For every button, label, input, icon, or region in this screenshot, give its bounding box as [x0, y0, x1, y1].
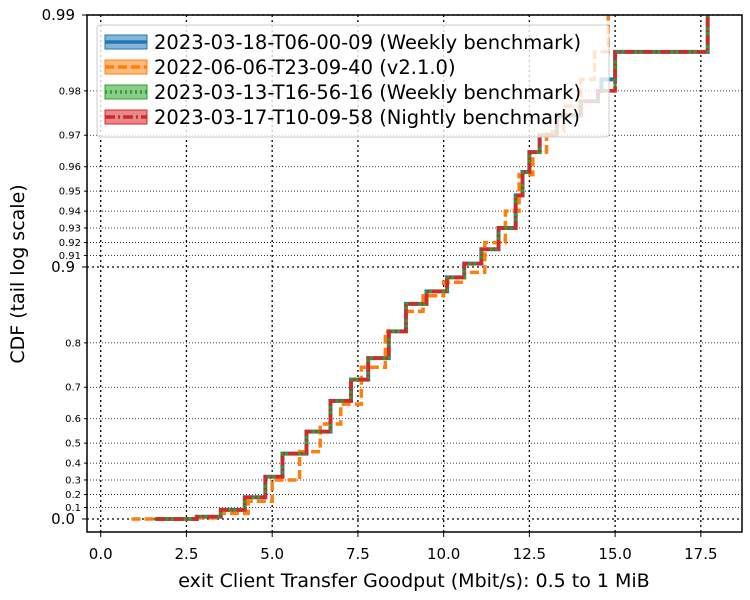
legend-label: 2023-03-18-T06-00-09 (Weekly benchmark) — [154, 31, 581, 54]
x-tick-label: 2.5 — [175, 545, 199, 563]
x-tick-label: 5.0 — [260, 545, 284, 563]
y-minor-tick-label: 0.95 — [59, 187, 81, 198]
y-minor-tick-label: 0.4 — [65, 459, 81, 470]
y-minor-tick-label: 0.91 — [59, 251, 81, 262]
y-minor-tick-label: 0.94 — [59, 207, 81, 218]
y-minor-tick-label: 0.6 — [65, 414, 81, 425]
y-major-tick-label: 0.99 — [42, 6, 75, 24]
y-minor-tick-label: 0.1 — [65, 503, 81, 514]
x-axis-ticks: 0.0 2.5 5.0 7.5 10.0 12.5 15.0 17.5 — [89, 532, 718, 563]
x-tick-label: 10.0 — [427, 545, 460, 563]
y-major-tick-label: 0.0 — [51, 510, 75, 528]
x-tick-label: 17.5 — [684, 545, 717, 563]
x-tick-label: 12.5 — [513, 545, 546, 563]
legend-label: 2022-06-06-T23-09-40 (v2.1.0) — [154, 56, 456, 79]
legend: 2023-03-18-T06-00-09 (Weekly benchmark)2… — [96, 24, 610, 138]
y-minor-tick-label: 0.97 — [59, 131, 81, 142]
y-minor-tick-label: 0.3 — [65, 475, 81, 486]
legend-label: 2023-03-13-T16-56-16 (Weekly benchmark) — [154, 81, 581, 104]
x-tick-label: 0.0 — [89, 545, 113, 563]
y-minor-tick-label: 0.2 — [65, 490, 81, 501]
legend-label: 2023-03-17-T10-09-58 (Nightly benchmark) — [154, 106, 580, 129]
y-minor-tick-label: 0.8 — [65, 338, 81, 349]
x-tick-label: 15.0 — [598, 545, 631, 563]
y-minor-tick-label: 0.98 — [59, 86, 81, 97]
y-minor-tick-label: 0.5 — [65, 439, 81, 450]
y-minor-tick-label: 0.7 — [65, 383, 81, 394]
x-axis-label: exit Client Transfer Goodput (Mbit/s): 0… — [178, 570, 649, 592]
x-tick-label: 7.5 — [346, 545, 370, 563]
y-minor-tick-label: 0.92 — [59, 238, 81, 249]
y-axis-ticks: 0.1 0.2 0.3 0.4 0.5 0.6 0.7 0.8 0.91 0.92 0.93 0.94… — [42, 6, 87, 528]
y-major-tick-label: 0.9 — [51, 258, 75, 276]
y-minor-tick-label: 0.93 — [59, 223, 81, 234]
y-minor-tick-label: 0.96 — [59, 162, 81, 173]
plot-frame — [86, 14, 743, 533]
y-axis-label: CDF (tail log scale) — [7, 184, 29, 363]
legend-box — [96, 24, 610, 138]
